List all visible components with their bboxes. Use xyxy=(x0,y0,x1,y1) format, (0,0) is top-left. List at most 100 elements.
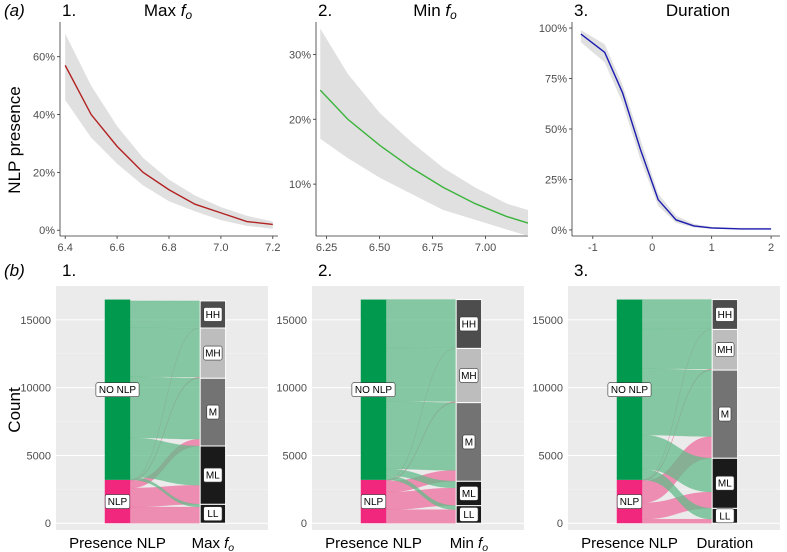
x-axis-label-category: Max fo xyxy=(192,535,235,552)
category-label-m-box xyxy=(718,406,732,422)
flow-nonlp-mh xyxy=(130,327,201,378)
category-label-ll: LL xyxy=(207,509,219,520)
y-tick-label: 10% xyxy=(289,179,311,191)
category-label-m: M xyxy=(465,437,473,448)
category-label-ml: ML xyxy=(718,479,732,490)
y-tick-label: 30% xyxy=(289,49,311,61)
category-label-ml: ML xyxy=(206,471,220,482)
y-tick-label: 40% xyxy=(33,110,55,122)
confidence-ribbon xyxy=(320,28,528,236)
presence-label-no-nlp-box xyxy=(351,382,396,398)
flow-nlp-ll xyxy=(642,518,713,524)
row-b-label: (b) xyxy=(4,261,25,280)
y-axis-label-a: NLP presence xyxy=(5,86,24,193)
category-label-hh-box xyxy=(203,307,223,322)
flow-nlp-ll xyxy=(130,506,201,524)
y-tick-label: 15000 xyxy=(532,315,563,327)
x-tick-label: 6.4 xyxy=(58,242,73,254)
confidence-ribbon xyxy=(65,33,273,229)
x-tick-label: 6.75 xyxy=(422,242,443,254)
category-label-ll: LL xyxy=(719,511,731,522)
presence-label-nlp: NLP xyxy=(364,497,384,508)
category-label-ml: ML xyxy=(462,489,476,500)
y-tick-label: 10000 xyxy=(276,383,307,395)
category-label-m: M xyxy=(209,408,217,419)
x-tick-label: 6.25 xyxy=(316,242,337,254)
x-tick-label: -1 xyxy=(588,242,598,254)
y-tick-label: 60% xyxy=(33,52,55,64)
presence-label-nlp-box xyxy=(104,494,131,509)
y-tick-label: 0 xyxy=(301,518,307,530)
line-panel-a3: 3. Duration 0% 25% 50% 75% 100% -1 0 1 2 xyxy=(539,1,780,254)
x-axis-label-category: Duration xyxy=(697,535,754,552)
y-tick-label: 10000 xyxy=(20,383,51,395)
x-tick-label: 6.8 xyxy=(161,242,176,254)
category-label-m-box xyxy=(206,404,220,420)
flow-nonlp-hh xyxy=(642,299,713,330)
panel-number: 3. xyxy=(574,1,588,20)
panel-number: 1. xyxy=(62,1,76,20)
category-label-ll: LL xyxy=(463,510,475,521)
x-tick-label: 7.2 xyxy=(265,242,280,254)
category-label-mh: MH xyxy=(717,345,733,356)
alluvial-panel-b2: 2. 0 5000 10000 15000 NLP NO NLP LL ML M MH HH Prese… xyxy=(276,261,524,552)
prediction-line xyxy=(64,65,273,226)
y-tick-label: 10000 xyxy=(532,383,563,395)
x-axis-label-presence: Presence NLP xyxy=(69,535,166,552)
y-tick-label: 0% xyxy=(551,225,567,237)
category-label-m: M xyxy=(721,410,729,421)
flow-nonlp-hh xyxy=(386,299,457,349)
presence-label-nlp: NLP xyxy=(108,497,128,508)
presence-label-no-nlp: NO NLP xyxy=(99,385,137,396)
alluvial-panel-b3: 3. 0 5000 10000 15000 NLP NO NLP LL ML M MH HH Prese… xyxy=(532,261,780,552)
x-tick-label: 6.50 xyxy=(369,242,390,254)
category-label-m-box xyxy=(462,434,476,450)
panel-number: 2. xyxy=(318,1,332,20)
panel-title: Duration xyxy=(666,1,730,20)
y-tick-label: 5000 xyxy=(539,450,563,462)
y-tick-label: 25% xyxy=(545,174,567,186)
category-label-mh: MH xyxy=(461,371,477,382)
category-label-mh-box xyxy=(459,368,479,383)
flow-nonlp-mh xyxy=(642,328,713,370)
charts-group: 1. Max fo0%20%40%60%6.4 6.6 6.8 7.0 7.22. Min … xyxy=(20,1,780,552)
category-label-mh-box xyxy=(715,342,735,358)
presence-label-nlp-box xyxy=(616,494,643,509)
category-label-ll-box xyxy=(203,506,223,522)
category-label-hh: HH xyxy=(206,310,220,321)
panel-number: 1. xyxy=(62,261,76,280)
x-tick-label: 6.6 xyxy=(109,242,124,254)
presence-label-no-nlp: NO NLP xyxy=(611,385,649,396)
prediction-line xyxy=(319,89,529,224)
flow-nonlp-m xyxy=(130,376,201,440)
category-label-ml-box xyxy=(715,475,735,491)
line-panel-a2: 2. Min fo 10% 20% 30% 6.25 6.50 6.75 7.00 xyxy=(289,1,529,254)
presence-label-no-nlp-box xyxy=(95,382,140,398)
y-tick-label: 5000 xyxy=(283,450,307,462)
presence-label-nlp: NLP xyxy=(620,497,640,508)
flow-nonlp-m xyxy=(642,368,713,437)
confidence-ribbon xyxy=(580,30,772,230)
y-tick-label: 100% xyxy=(539,23,567,35)
presence-label-no-nlp-box xyxy=(607,382,652,398)
y-tick-label: 0 xyxy=(45,518,51,530)
flow-nonlp-mh xyxy=(386,347,457,402)
x-tick-label: 2 xyxy=(768,242,774,254)
x-tick-label: 0 xyxy=(649,242,655,254)
prediction-line xyxy=(580,33,772,230)
x-axis-label-presence: Presence NLP xyxy=(325,535,422,552)
x-tick-label: 1 xyxy=(709,242,715,254)
y-tick-label: 15000 xyxy=(20,315,51,327)
panel-title: Max fo xyxy=(144,1,193,22)
category-label-ml-box xyxy=(203,467,223,483)
line-panel-a1: 1. Max fo 0% 20% 40% 60% 6.4 6.6 6.8 7.0 7.2 xyxy=(33,1,280,254)
y-tick-label: 75% xyxy=(545,74,567,86)
y-axis-label-b: Count xyxy=(5,387,24,433)
category-label-ml-box xyxy=(459,486,479,501)
presence-label-no-nlp: NO NLP xyxy=(355,385,393,396)
y-tick-label: 0 xyxy=(557,518,563,530)
category-label-hh-box xyxy=(459,316,479,332)
y-tick-label: 15000 xyxy=(276,315,307,327)
x-axis-label-presence: Presence NLP xyxy=(581,535,678,552)
